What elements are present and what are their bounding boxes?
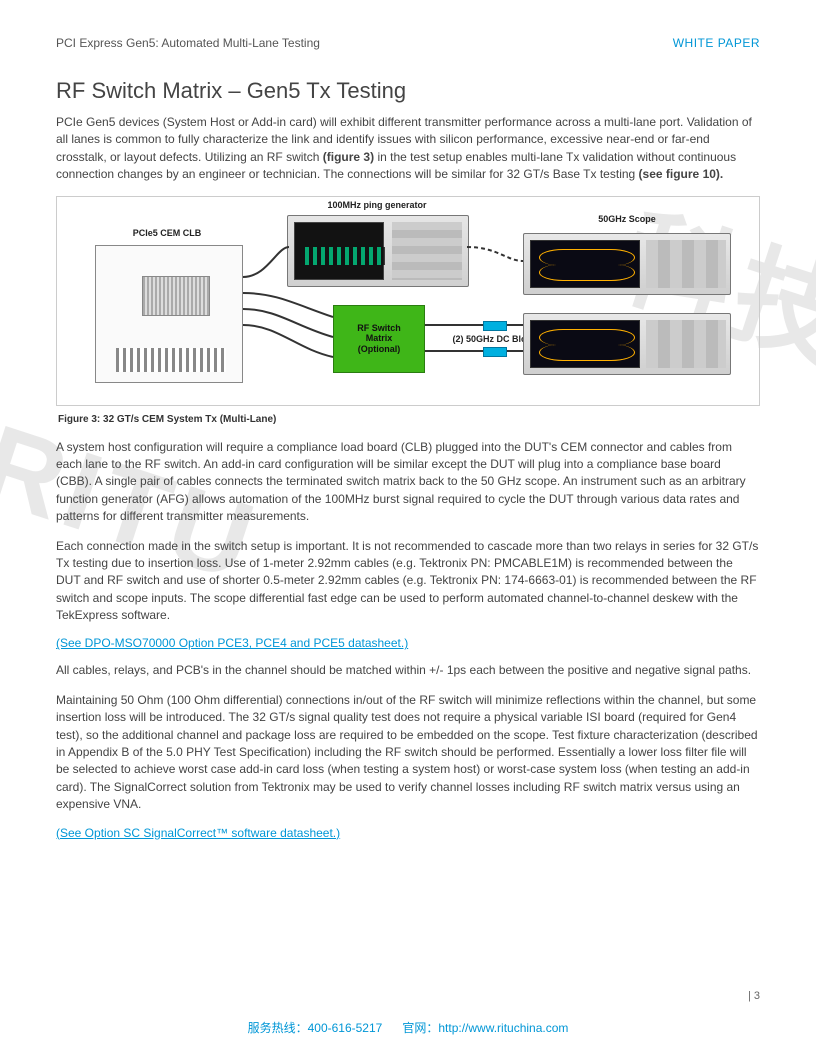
dc-block-1	[483, 321, 507, 331]
footer-site-url[interactable]: http://www.rituchina.com	[438, 1021, 568, 1035]
clb-chip-icon	[142, 276, 210, 316]
dc-block-2	[483, 347, 507, 357]
paragraph-2: Each connection made in the switch setup…	[56, 538, 760, 625]
ping-controls-icon	[392, 222, 462, 280]
figure-3-diagram: 100MHz ping generator 50GHz Scope PCIe5 …	[56, 196, 760, 406]
clb-device	[95, 245, 243, 383]
datasheet-link-2[interactable]: (See Option SC SignalCorrect™ software d…	[56, 826, 760, 840]
footer-hotline-value: 400-616-5217	[308, 1021, 383, 1035]
eye-diagram-icon	[539, 249, 633, 281]
paragraph-3: All cables, relays, and PCB's in the cha…	[56, 662, 760, 679]
rf-switch-label: RF Switch Matrix (Optional)	[357, 323, 401, 354]
datasheet-link-1[interactable]: (See DPO-MSO70000 Option PCE3, PCE4 and …	[56, 636, 760, 650]
footer-site-label: 官网：	[402, 1021, 438, 1035]
paragraph-1: A system host configuration will require…	[56, 439, 760, 526]
scope-bottom-screen	[530, 320, 640, 368]
section-title: RF Switch Matrix – Gen5 Tx Testing	[56, 78, 760, 104]
eye-diagram-icon	[539, 329, 633, 361]
footer-hotline-label: 服务热线：	[248, 1021, 308, 1035]
rf-switch-box: RF Switch Matrix (Optional)	[333, 305, 425, 373]
intro-figure10-ref: (see figure 10).	[639, 167, 724, 181]
label-clb: PCIe5 CEM CLB	[117, 229, 217, 239]
scope-bottom	[523, 313, 731, 375]
header-doc-type: WHITE PAPER	[673, 36, 760, 50]
paragraph-4: Maintaining 50 Ohm (100 Ohm differential…	[56, 692, 760, 814]
scope-top-controls-icon	[646, 240, 726, 288]
scope-bottom-controls-icon	[646, 320, 726, 368]
page-number: | 3	[748, 990, 760, 1002]
intro-figure3-ref: (figure 3)	[323, 150, 374, 164]
intro-paragraph: PCIe Gen5 devices (System Host or Add-in…	[56, 114, 760, 184]
page-header: PCI Express Gen5: Automated Multi-Lane T…	[56, 36, 760, 50]
header-doc-title: PCI Express Gen5: Automated Multi-Lane T…	[56, 36, 320, 50]
page-footer: 服务热线：400-616-5217 官网：http://www.rituchin…	[0, 1019, 816, 1036]
scope-top	[523, 233, 731, 295]
clb-pins-icon	[116, 348, 226, 372]
label-ping-generator: 100MHz ping generator	[307, 201, 447, 211]
waveform-icon	[305, 247, 385, 265]
scope-top-screen	[530, 240, 640, 288]
ping-screen	[294, 222, 384, 280]
ping-generator-device	[287, 215, 469, 287]
label-scope: 50GHz Scope	[577, 215, 677, 225]
figure-3-caption: Figure 3: 32 GT/s CEM System Tx (Multi-L…	[58, 414, 760, 425]
